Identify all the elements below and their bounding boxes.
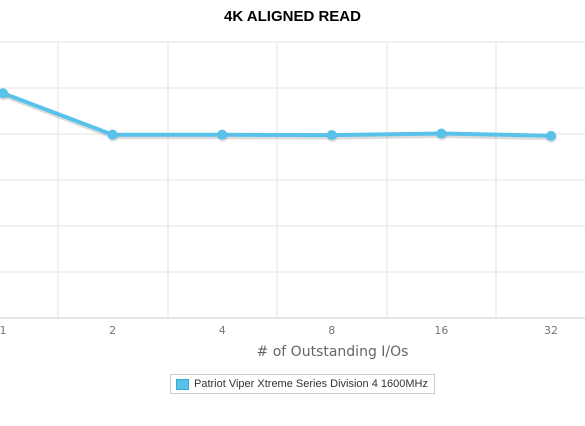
data-point [217,129,228,140]
data-point [436,128,447,139]
series-line [2,91,552,138]
legend-label: Patriot Viper Xtreme Series Division 4 1… [194,378,428,390]
x-tick-label: 1 [0,324,7,337]
x-tick-label: 32 [544,324,558,337]
series-line-shadow [3,92,553,141]
x-tick-label: 2 [109,324,116,337]
x-tick-label: 8 [328,324,335,337]
chart-title: 4K ALIGNED READ [224,8,361,25]
data-point [0,88,8,99]
legend-swatch [176,378,189,390]
data-point [546,130,556,141]
x-axis-title: # of Outstanding I/Os [256,344,409,360]
x-tick-label: 16 [434,324,448,337]
legend[interactable]: Patriot Viper Xtreme Series Division 4 1… [170,374,435,394]
data-point [107,129,118,140]
data-point [326,130,337,141]
x-tick-label: 4 [219,324,226,337]
